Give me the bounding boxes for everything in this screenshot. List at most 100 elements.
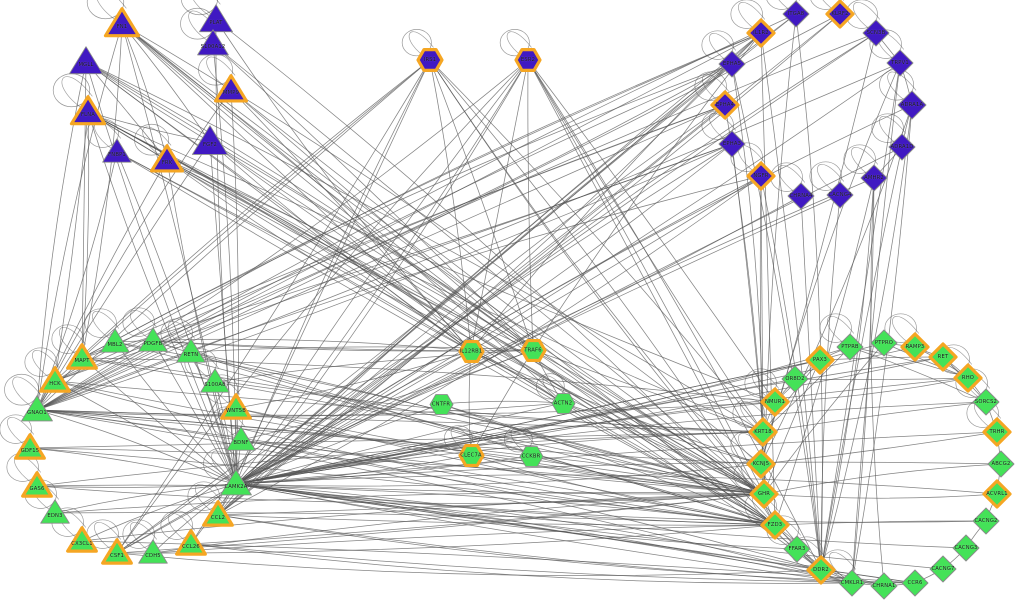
graph-node-cdh5[interactable]: CDH5 xyxy=(134,534,172,572)
hexagon-node-shape xyxy=(519,445,543,467)
graph-node-ngfr[interactable]: NGFR xyxy=(742,157,780,195)
graph-node-bdnf[interactable]: BDNF xyxy=(222,421,260,459)
graph-node-fnbp1[interactable]: FNBP1 xyxy=(98,133,136,171)
diamond-node-shape xyxy=(781,365,809,393)
triangle-node-shape xyxy=(138,327,168,352)
graph-node-mgll[interactable]: MGLL xyxy=(65,41,107,83)
diamond-node-shape xyxy=(826,181,854,209)
triangle-node-shape xyxy=(220,393,252,420)
triangle-node-shape xyxy=(69,46,103,75)
triangle-node-shape xyxy=(213,74,249,103)
triangle-node-shape xyxy=(39,366,71,393)
diamond-node-shape xyxy=(972,388,1000,416)
graph-node-cckbr[interactable]: CCKBR xyxy=(514,439,549,474)
diamond-node-shape xyxy=(783,535,811,563)
graph-node-il12rb1[interactable]: IL12RB1 xyxy=(454,334,489,369)
graph-node-cntfr[interactable]: CNTFR xyxy=(424,387,459,422)
graph-node-chrna4[interactable]: CHRNA4 xyxy=(782,177,820,215)
diamond-node-shape xyxy=(838,569,866,597)
diamond-node-shape xyxy=(760,510,790,540)
diamond-node-shape xyxy=(928,342,958,372)
triangle-node-shape xyxy=(176,338,206,363)
diamond-node-shape xyxy=(972,507,1000,535)
graph-node-flna[interactable]: FLNA xyxy=(67,91,109,133)
graph-node-epha4[interactable]: EPHA4 xyxy=(706,86,744,124)
triangle-node-shape xyxy=(66,343,98,370)
hexagon-node-shape xyxy=(416,48,444,72)
triangle-node-shape xyxy=(138,539,168,564)
diamond-node-shape xyxy=(886,49,914,77)
triangle-node-shape xyxy=(226,426,256,451)
diamond-node-shape xyxy=(953,363,983,393)
graph-node-frk[interactable]: FRK xyxy=(147,140,187,180)
graph-node-traf6[interactable]: TRAF6 xyxy=(516,333,551,368)
graph-node-irs1[interactable]: IRS1 xyxy=(412,42,448,78)
graph-node-pdgfb[interactable]: PDGFB xyxy=(134,322,172,360)
triangle-node-shape xyxy=(149,144,185,173)
triangle-node-shape xyxy=(100,328,130,353)
triangle-node-shape xyxy=(175,529,207,556)
graph-node-fn1[interactable]: FN1 xyxy=(101,3,143,45)
triangle-node-shape xyxy=(103,7,141,38)
graph-node-itga8[interactable]: ITGA8 xyxy=(777,0,815,33)
graph-node-csf1[interactable]: CSF1 xyxy=(98,534,136,572)
hexagon-node-shape xyxy=(429,393,453,415)
hexagon-node-shape xyxy=(457,443,485,467)
diamond-node-shape xyxy=(749,479,779,509)
graph-node-ccl26[interactable]: CCL26 xyxy=(172,525,210,563)
triangle-node-shape xyxy=(200,368,230,393)
triangle-node-shape xyxy=(199,4,233,33)
diamond-node-shape xyxy=(806,555,836,585)
diamond-node-shape xyxy=(746,18,776,48)
triangle-node-shape xyxy=(220,469,252,496)
triangle-node-shape xyxy=(102,138,132,163)
diamond-node-shape xyxy=(888,133,916,161)
graph-node-mbl2[interactable]: MBL2 xyxy=(96,323,134,361)
hexagon-node-shape xyxy=(514,48,542,72)
diamond-node-shape xyxy=(746,449,776,479)
triangle-node-shape xyxy=(14,433,46,460)
graph-node-esr2[interactable]: ESR2 xyxy=(510,42,546,78)
graph-node-s100a12[interactable]: S100A12 xyxy=(193,24,233,64)
diamond-node-shape xyxy=(929,555,957,583)
triangle-node-shape xyxy=(21,471,53,498)
diamond-node-shape xyxy=(897,90,927,120)
graph-node-actn2[interactable]: ACTN2 xyxy=(546,386,581,421)
graph-node-adra1a[interactable]: ADRA1A xyxy=(892,85,932,125)
diamond-node-shape xyxy=(901,569,929,597)
triangle-node-shape xyxy=(69,95,107,126)
graph-node-trpv1[interactable]: TRPV1 xyxy=(881,44,919,82)
graph-node-fgf2[interactable]: FGF2 xyxy=(188,120,232,164)
diamond-node-shape xyxy=(870,572,898,600)
graph-node-epha5[interactable]: EPHA5 xyxy=(713,45,751,83)
diamond-node-shape xyxy=(760,387,790,417)
graph-node-amhr2[interactable]: AMHR2 xyxy=(855,159,893,197)
hexagon-node-shape xyxy=(551,392,575,414)
graph-node-klrf2[interactable]: KLRF2 xyxy=(821,0,859,33)
diamond-node-shape xyxy=(710,90,740,120)
diamond-node-shape xyxy=(805,345,835,375)
triangle-node-shape xyxy=(66,526,98,553)
triangle-node-shape xyxy=(197,29,229,56)
graph-node-cacng4[interactable]: CACNG4 xyxy=(821,176,859,214)
diamond-node-shape xyxy=(748,417,778,447)
diamond-node-shape xyxy=(952,534,980,562)
graph-node-gdf15[interactable]: GDF15 xyxy=(11,429,49,467)
diamond-node-shape xyxy=(787,182,815,210)
diamond-node-shape xyxy=(718,50,746,78)
graph-node-cx3cl1[interactable]: CX3CL1 xyxy=(63,522,101,560)
diamond-node-shape xyxy=(825,0,855,29)
graph-node-clec7a[interactable]: CLEC7A xyxy=(454,438,489,473)
graph-node-ccr6[interactable]: CCR6 xyxy=(896,564,934,600)
diamond-node-shape xyxy=(870,329,898,357)
triangle-node-shape xyxy=(40,499,70,524)
hexagon-node-shape xyxy=(519,338,547,362)
diamond-node-shape xyxy=(982,479,1012,509)
diamond-node-shape xyxy=(836,333,864,361)
graph-node-mmp9[interactable]: MMP9 xyxy=(211,70,251,110)
graph-node-gnao1[interactable]: GNAO1 xyxy=(17,390,57,430)
hexagon-node-shape xyxy=(457,339,485,363)
triangle-node-shape xyxy=(21,395,53,422)
